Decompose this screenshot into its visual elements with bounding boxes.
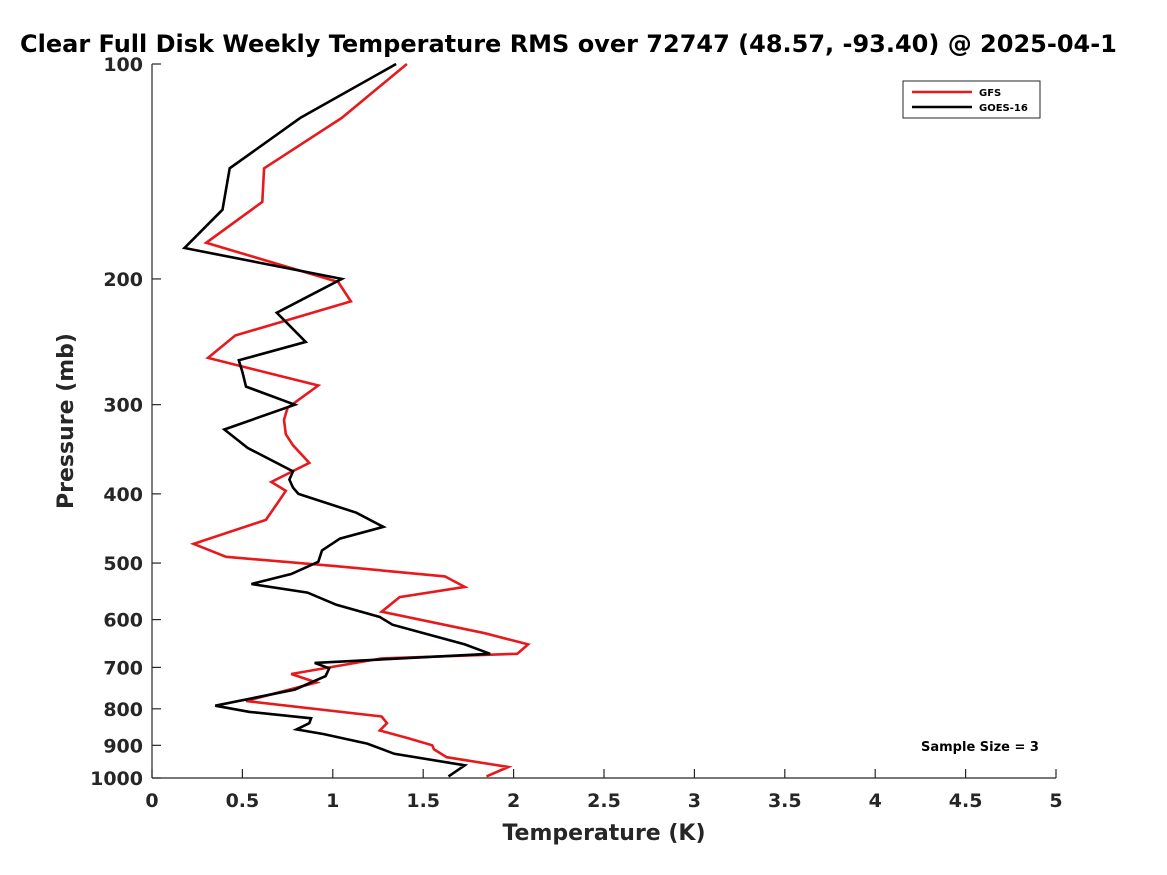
series-line-goes16 — [181, 62, 491, 778]
sample-size-annotation: Sample Size = 3 — [921, 740, 1039, 755]
x-tick-label: 1 — [326, 790, 339, 812]
y-tick-label: 300 — [103, 395, 143, 417]
x-tick-label: 5 — [1049, 790, 1062, 812]
y-axis-label: Pressure (mb) — [54, 333, 79, 509]
legend-box — [902, 80, 1041, 119]
x-tick-label: 2 — [507, 790, 520, 812]
y-ticks: 100 200 300 400 500 600 700 800 900 1000 — [90, 54, 161, 790]
y-tick-label: 700 — [103, 657, 143, 679]
x-tick-label: 3 — [688, 790, 701, 812]
y-tick-label: 200 — [103, 269, 143, 291]
x-tick-label: 0 — [145, 790, 158, 812]
y-tick-label: 600 — [103, 610, 143, 632]
series-group — [181, 62, 531, 778]
x-ticks: 0 0.5 1 1.5 2 2.5 3 3.5 4 4.5 5 — [145, 769, 1063, 812]
legend-label-goes16: GOES-16 — [979, 103, 1028, 114]
y-tick-label: 800 — [103, 699, 143, 721]
y-tick-label: 900 — [103, 735, 143, 757]
legend: GFS GOES-16 — [902, 80, 1041, 119]
x-tick-label: 1.5 — [406, 790, 440, 812]
x-tick-label: 2.5 — [587, 790, 621, 812]
series-line-gfs — [189, 62, 531, 778]
legend-label-gfs: GFS — [979, 88, 1001, 99]
y-tick-label: 400 — [103, 484, 143, 506]
y-tick-label: 1000 — [90, 768, 143, 790]
x-tick-label: 0.5 — [226, 790, 260, 812]
y-tick-label: 500 — [103, 553, 143, 575]
x-tick-label: 4.5 — [949, 790, 983, 812]
x-axis-label: Temperature (K) — [502, 821, 705, 846]
chart-title: Clear Full Disk Weekly Temperature RMS o… — [20, 30, 1117, 58]
x-tick-label: 3.5 — [768, 790, 802, 812]
plot-area — [151, 64, 1056, 779]
x-tick-label: 4 — [869, 790, 882, 812]
y-tick-label: 100 — [103, 54, 143, 76]
